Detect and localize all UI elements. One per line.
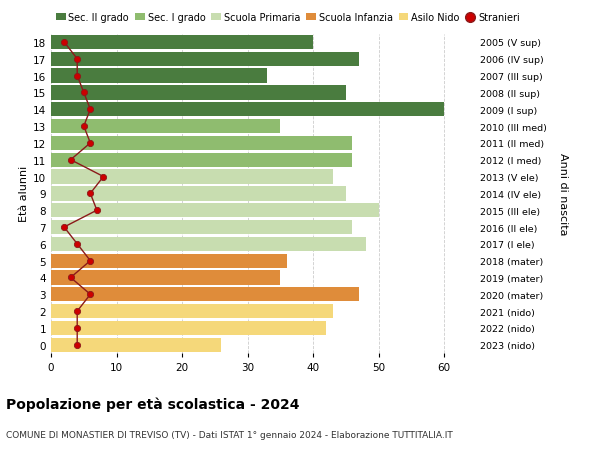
Bar <box>51 304 333 319</box>
Bar <box>51 86 346 101</box>
Bar <box>51 338 221 352</box>
Bar <box>51 170 333 184</box>
Bar <box>51 52 359 67</box>
Bar <box>51 321 326 336</box>
Bar <box>51 153 352 168</box>
Bar <box>51 136 352 151</box>
Bar <box>51 287 359 302</box>
Y-axis label: Età alunni: Età alunni <box>19 166 29 222</box>
Text: COMUNE DI MONASTIER DI TREVISO (TV) - Dati ISTAT 1° gennaio 2024 - Elaborazione : COMUNE DI MONASTIER DI TREVISO (TV) - Da… <box>6 430 453 439</box>
Bar <box>51 187 346 201</box>
Bar <box>51 254 287 268</box>
Y-axis label: Anni di nascita: Anni di nascita <box>558 153 568 235</box>
Bar <box>51 204 379 218</box>
Bar <box>51 103 444 117</box>
Bar <box>51 36 313 50</box>
Bar <box>51 220 352 235</box>
Bar <box>51 271 280 285</box>
Text: Popolazione per età scolastica - 2024: Popolazione per età scolastica - 2024 <box>6 397 299 412</box>
Bar <box>51 120 280 134</box>
Legend: Sec. II grado, Sec. I grado, Scuola Primaria, Scuola Infanzia, Asilo Nido, Stran: Sec. II grado, Sec. I grado, Scuola Prim… <box>56 13 520 23</box>
Bar <box>51 69 267 84</box>
Bar <box>51 237 365 252</box>
